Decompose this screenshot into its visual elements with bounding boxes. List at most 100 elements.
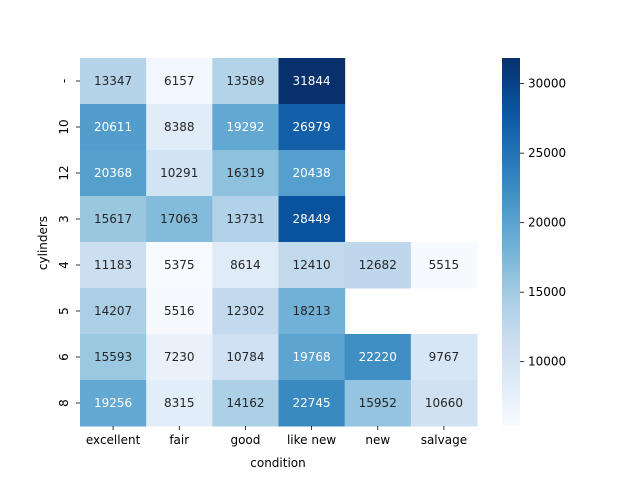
heatmap-cell	[146, 104, 213, 151]
colorbar-tick-label: 20000	[528, 216, 566, 230]
heatmap-cell	[410, 334, 478, 381]
heatmap-cell	[146, 242, 213, 289]
heatmap-cell-label: 17063	[160, 212, 198, 226]
heatmap-cell-label: 14207	[94, 304, 132, 318]
heatmap-cell-label: 8388	[164, 120, 195, 134]
heatmap-cell	[146, 58, 213, 105]
heatmap-cell-label: 9767	[429, 350, 460, 364]
heatmap-cell	[146, 150, 213, 197]
heatmap-cell-label: 20438	[292, 166, 330, 180]
heatmap-cell-label: 5515	[429, 258, 460, 272]
y-tick-label: -	[57, 79, 71, 83]
heatmap-cell-label: 20368	[94, 166, 132, 180]
heatmap-cell	[410, 380, 478, 427]
heatmap-cell	[80, 334, 147, 381]
heatmap-cell-label: 22745	[292, 396, 330, 410]
heatmap-cell	[278, 196, 346, 243]
y-tick-label: 3	[57, 215, 71, 223]
y-axis-label: cylinders	[36, 216, 50, 270]
heatmap-cell-label: 18213	[292, 304, 330, 318]
heatmap-cell-label: 20611	[94, 120, 132, 134]
heatmap-cell-label: 28449	[292, 212, 330, 226]
heatmap-cell-label: 22220	[359, 350, 397, 364]
heatmap-cell-label: 12682	[359, 258, 397, 272]
heatmap-cell-label: 13731	[226, 212, 264, 226]
heatmap-cell-label: 13347	[94, 74, 132, 88]
heatmap-cell	[212, 104, 279, 151]
heatmap-cell-label: 14162	[226, 396, 264, 410]
y-tick-label: 10	[57, 119, 71, 134]
colorbar-tick-label: 15000	[528, 285, 566, 299]
colorbar-tick-label: 25000	[528, 146, 566, 160]
heatmap-cell-label: 15952	[359, 396, 397, 410]
heatmap-cell	[212, 150, 279, 197]
heatmap-cell	[278, 150, 346, 197]
heatmap-cell	[80, 104, 147, 151]
colorbar-ticks: 10000 15000 20000 25000 30000	[520, 77, 566, 369]
heatmap-cell-label: 19256	[94, 396, 132, 410]
colorbar-gradient	[502, 58, 520, 426]
x-tick-label: new	[365, 433, 390, 447]
heatmap-cell	[212, 58, 279, 105]
heatmap-cell	[344, 242, 412, 289]
colorbar-tick-label: 30000	[528, 77, 566, 91]
x-axis-label: condition	[250, 456, 305, 470]
y-tick-label: 6	[57, 353, 71, 361]
heatmap-cell-label: 12302	[226, 304, 264, 318]
heatmap-cell	[146, 334, 213, 381]
heatmap-cell-label: 26979	[292, 120, 330, 134]
heatmap-cell	[278, 242, 346, 289]
heatmap-cell	[80, 242, 147, 289]
heatmap-cell-label: 19768	[292, 350, 330, 364]
heatmap-cell-label: 13589	[226, 74, 264, 88]
y-tick-label: 4	[57, 261, 71, 269]
heatmap-cell-label: 5375	[164, 258, 195, 272]
heatmap-cell-label: 12410	[292, 258, 330, 272]
heatmap-cell-label: 16319	[226, 166, 264, 180]
colorbar	[502, 58, 520, 426]
heatmap-cell	[212, 288, 279, 335]
heatmap-cell-label: 15617	[94, 212, 132, 226]
heatmap-cell-label: 31844	[292, 74, 330, 88]
heatmap-cell-label: 15593	[94, 350, 132, 364]
x-tick-label: fair	[169, 433, 189, 447]
x-tick-label: excellent	[86, 433, 141, 447]
heatmap-cell-label: 7230	[164, 350, 195, 364]
heatmap-cell-label: 8315	[164, 396, 195, 410]
heatmap-cell	[212, 334, 279, 381]
heatmap-cell	[278, 334, 346, 381]
x-tick-label: like new	[287, 433, 336, 447]
heatmap-cell-label: 10660	[425, 396, 463, 410]
heatmap-cell-label: 10784	[226, 350, 264, 364]
y-tick-label: 8	[57, 399, 71, 407]
heatmap-cell	[344, 334, 412, 381]
heatmap-cell	[212, 196, 279, 243]
x-tick-label: salvage	[421, 433, 467, 447]
heatmap-cell-labels: 13347 6157 13589 31844 20611 8388 19292 26979 20…	[94, 74, 463, 410]
heatmap-cell	[80, 150, 147, 197]
x-tick-label: good	[230, 433, 260, 447]
heatmap-cell	[410, 242, 478, 289]
heatmap-cell-label: 11183	[94, 258, 132, 272]
x-axis: excellent fair good like new new salvage	[86, 426, 467, 447]
heatmap-cell	[146, 196, 213, 243]
heatmap-cell	[212, 380, 279, 427]
heatmap-cell	[212, 242, 279, 289]
heatmap-cell	[344, 380, 412, 427]
heatmap-cell	[146, 288, 213, 335]
heatmap-cell-label: 19292	[226, 120, 264, 134]
heatmap-cell	[80, 196, 147, 243]
heatmap-cell	[80, 380, 147, 427]
heatmap-cell-label: 5516	[164, 304, 195, 318]
heatmap-cell	[80, 288, 147, 335]
heatmap-cell	[146, 380, 213, 427]
y-axis: - 10 12 3 4 5 6 8	[57, 79, 80, 407]
heatmap-cell	[80, 58, 147, 105]
colorbar-tick-label: 10000	[528, 355, 566, 369]
y-tick-label: 12	[57, 165, 71, 180]
heatmap-cell	[278, 104, 346, 151]
heatmap-cell	[278, 288, 346, 335]
heatmap-cell-label: 8614	[230, 258, 261, 272]
